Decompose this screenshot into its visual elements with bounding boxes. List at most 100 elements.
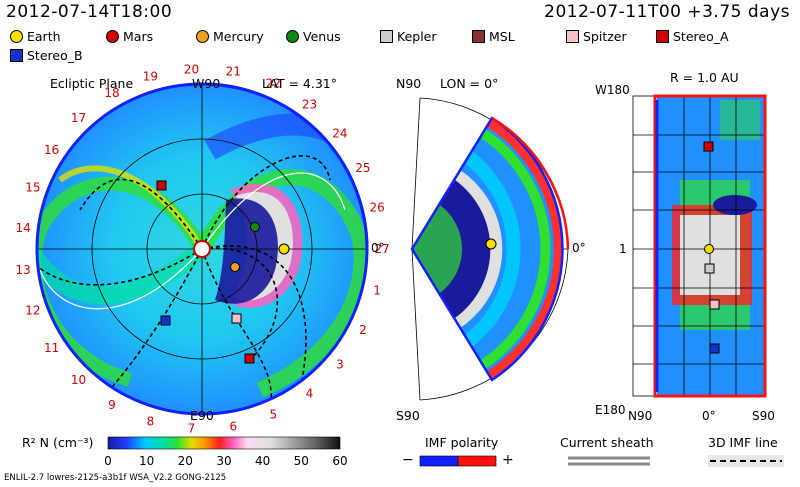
sun-marker-icon — [193, 240, 211, 258]
ecliptic-bottom-label: E90 — [190, 408, 214, 423]
legend-kepler: Kepler — [380, 29, 437, 44]
colorbar-tick-20: 20 — [178, 454, 193, 468]
colorbar-tick-10: 10 — [139, 454, 154, 468]
stereo-b-position-icon — [160, 315, 171, 326]
stereo-b-marker-icon — [10, 49, 23, 62]
radial-stereo-b-icon — [709, 343, 720, 354]
colorbar-tick-40: 40 — [255, 454, 270, 468]
hour-label-23: 23 — [302, 98, 317, 112]
hour-label-18: 18 — [104, 86, 119, 100]
colorbar-ticks: 0 10 20 30 40 50 60 — [104, 454, 347, 468]
legend-mars: Mars — [106, 29, 153, 44]
colorbar-label: R² N (cm⁻³) — [22, 435, 94, 450]
imf-negative-swatch — [419, 455, 459, 467]
spitzer-marker-icon — [566, 30, 579, 43]
meridional-bottom-label: S90 — [396, 408, 420, 423]
imf-polarity-title: IMF polarity — [425, 435, 499, 450]
run-time: 2012-07-14T18:00 — [6, 2, 173, 22]
hour-label-13: 13 — [16, 263, 31, 277]
hour-label-10: 10 — [71, 373, 86, 387]
meridional-earth-icon — [485, 238, 497, 250]
legend-stereo-b: Stereo_B — [10, 48, 83, 63]
hour-label-3: 3 — [336, 358, 344, 372]
radial-earth-icon — [704, 244, 714, 254]
meridional-top-label: N90 — [396, 76, 421, 91]
hour-label-8: 8 — [147, 414, 155, 428]
current-sheath-title: Current sheath — [560, 435, 654, 450]
hour-label-27: 27 — [374, 242, 389, 256]
hour-label-14: 14 — [16, 221, 31, 235]
radial-top-left: W180 — [595, 83, 630, 97]
imf-minus-label: − — [402, 452, 414, 468]
radial-title: R = 1.0 AU — [670, 70, 739, 85]
imf-plus-label: + — [502, 452, 514, 468]
mars-msl-position-icon — [244, 353, 255, 364]
radial-bottom-left: E180 — [595, 403, 626, 417]
meridional-lon: LON = 0° — [440, 76, 498, 91]
radial-spitzer-icon — [709, 299, 720, 310]
hour-label-4: 4 — [306, 386, 314, 400]
colorbar-tick-0: 0 — [104, 454, 112, 468]
colorbar-tick-60: 60 — [332, 454, 347, 468]
venus-marker-icon — [286, 30, 299, 43]
colorbar-tick-50: 50 — [294, 454, 309, 468]
hour-label-1: 1 — [373, 284, 381, 298]
hour-label-20: 20 — [184, 62, 199, 76]
stereo-a-position-icon — [156, 180, 167, 191]
radial-axis-0: 0° — [702, 409, 716, 423]
legend-earth: Earth — [10, 29, 61, 44]
mercury-position-icon — [230, 262, 240, 272]
legend-stereo-a: Stereo_A — [656, 29, 729, 44]
msl-marker-icon — [472, 30, 485, 43]
radial-stereo-a-icon — [703, 141, 714, 152]
meridional-right-label: 0° — [572, 241, 586, 255]
hour-label-25: 25 — [355, 161, 370, 175]
radial-kepler-icon — [704, 263, 715, 274]
imf-positive-swatch — [457, 455, 497, 467]
ecliptic-right-label: 0° — [371, 241, 385, 255]
hour-label-11: 11 — [44, 341, 59, 355]
legend-mercury: Mercury — [196, 29, 264, 44]
legend-msl: MSL — [472, 29, 515, 44]
hour-label-21: 21 — [226, 65, 241, 79]
mars-marker-icon — [106, 30, 119, 43]
radial-axis-s90: S90 — [752, 409, 775, 423]
legend-venus: Venus — [286, 29, 341, 44]
hour-label-9: 9 — [108, 398, 116, 412]
ecliptic-top-label: W90 — [192, 76, 220, 91]
radial-mid-left: 1 — [619, 242, 627, 256]
hour-label-15: 15 — [25, 180, 40, 194]
kepler-marker-icon — [380, 30, 393, 43]
hour-label-16: 16 — [44, 143, 59, 157]
forecast-time: 2012-07-11T00 +3.75 days — [544, 2, 790, 22]
earth-marker-icon — [10, 30, 23, 43]
radial-map-panel — [632, 94, 767, 398]
hour-label-26: 26 — [369, 201, 384, 215]
radial-axis-n90: N90 — [628, 409, 652, 423]
hour-label-2: 2 — [359, 323, 367, 337]
meridional-panel — [410, 97, 570, 401]
hour-label-5: 5 — [269, 407, 277, 421]
object-legend: Earth Mars Mercury Venus Kepler MSL Spit… — [10, 29, 800, 69]
density-colorbar — [107, 436, 341, 450]
legend-spitzer: Spitzer — [566, 29, 627, 44]
colorbar-tick-30: 30 — [216, 454, 231, 468]
hour-label-17: 17 — [71, 111, 86, 125]
earth-position-icon — [278, 243, 290, 255]
model-footer: ENLIL-2.7 lowres-2125-a3b1f WSA_V2.2 GON… — [4, 473, 227, 483]
hour-label-12: 12 — [25, 304, 40, 318]
hour-label-22: 22 — [266, 77, 281, 91]
venus-position-icon — [250, 222, 260, 232]
stereo-a-marker-icon — [656, 30, 669, 43]
hour-label-7: 7 — [188, 422, 196, 436]
spitzer-position-icon — [231, 313, 242, 324]
ecliptic-lat: LAT = 4.31° — [262, 76, 337, 91]
hour-label-19: 19 — [143, 70, 158, 84]
mercury-marker-icon — [196, 30, 209, 43]
hour-label-6: 6 — [229, 419, 237, 433]
imf-line-title: 3D IMF line — [708, 435, 778, 450]
hour-label-24: 24 — [332, 126, 347, 140]
